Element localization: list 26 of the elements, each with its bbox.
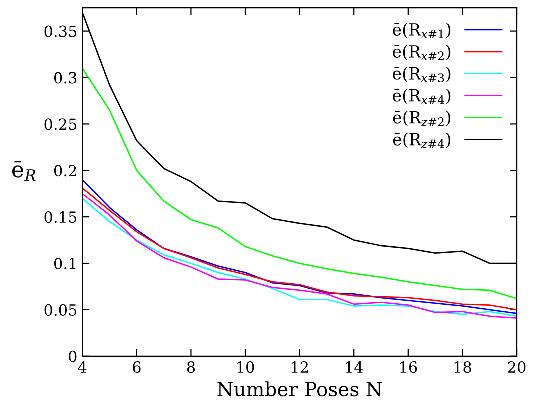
x-tick-label: 4 [78, 362, 87, 373]
x-tick-label: 10 [238, 362, 254, 374]
y-tick-label: 0.15 [44, 212, 77, 224]
x-axis-title: Number Poses N [218, 382, 382, 397]
legend-label: ē(R$_{x#2}$) [393, 45, 451, 60]
y-tick-label: 0 [69, 350, 77, 362]
x-tick-label: 18 [454, 362, 472, 374]
x-tick-label: 16 [400, 362, 418, 374]
x-tick-label: 20 [508, 362, 526, 374]
y-axis-title: ē$_{R}$ [12, 160, 36, 181]
y-tick-label: 0.05 [44, 304, 77, 316]
y-tick-label: 0.2 [54, 165, 76, 177]
y-tick-label: 0.35 [44, 26, 77, 38]
x-tick-label: 12 [292, 362, 308, 373]
y-tick-label: 0.1 [54, 258, 76, 270]
line-series [82, 68, 518, 300]
y-tick-label: 0.25 [44, 118, 77, 130]
legend-label: ē(R$_{x#1}$) [393, 23, 451, 38]
legend-label: ē(R$_{z#4}$) [393, 132, 451, 148]
x-tick-label: 6 [133, 362, 141, 374]
legend-label: ē(R$_{z#2}$) [393, 110, 451, 127]
x-tick-label: 8 [187, 362, 196, 374]
y-tick-label: 0.3 [54, 72, 77, 84]
legend-label: ē(R$_{x#4}$) [393, 88, 451, 104]
legend-label: ē(R$_{x#3}$) [393, 67, 451, 82]
x-tick-label: 14 [346, 362, 364, 373]
